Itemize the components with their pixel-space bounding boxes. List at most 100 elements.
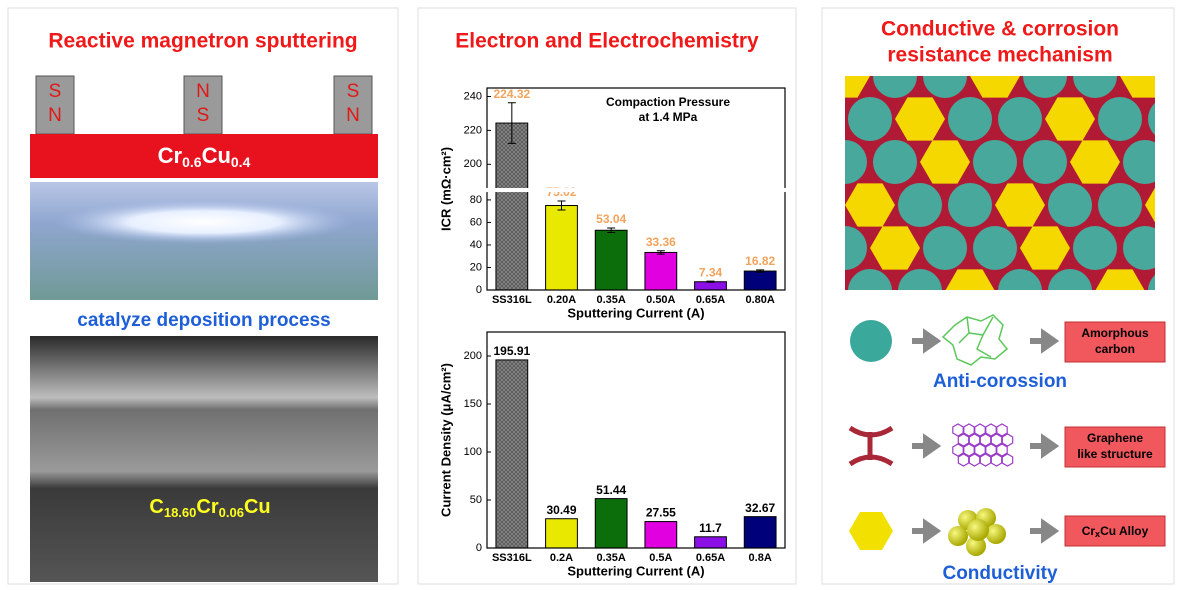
round-grain: [898, 183, 942, 227]
round-grain: [1048, 183, 1092, 227]
round-grain: [998, 97, 1042, 141]
data-label: 195.91: [493, 344, 530, 358]
caption: Conductivity: [942, 563, 1057, 584]
y-tick-label: 0: [476, 542, 482, 554]
bar: [496, 360, 528, 548]
formula-part: Cu: [244, 496, 271, 518]
x-tick-label: 0.5A: [649, 552, 672, 564]
magnet-pole: S: [197, 105, 210, 126]
formula-sub: 0.4: [231, 154, 251, 170]
data-label: 33.36: [646, 235, 676, 249]
round-grain: [1023, 140, 1067, 184]
data-label: 51.44: [596, 483, 626, 497]
y-tick-label: 60: [470, 216, 482, 228]
formula-part: C: [149, 496, 163, 518]
bar: [645, 522, 677, 548]
bar: [595, 230, 627, 290]
y-tick-label: 40: [470, 239, 482, 251]
y-tick-label: 220: [464, 124, 482, 136]
y-tick-label: 80: [470, 194, 482, 206]
x-tick-label: 0.35A: [596, 294, 625, 306]
x-tick-label: 0.35A: [596, 552, 625, 564]
y-tick-label: 240: [464, 90, 482, 102]
data-label: 27.55: [646, 506, 676, 520]
bar: [595, 499, 627, 548]
bar: [546, 206, 578, 290]
x-tick-label: 0.80A: [745, 294, 774, 306]
round-grain: [1098, 97, 1142, 141]
bar: [496, 123, 528, 290]
bar: [744, 517, 776, 548]
formula-part: Cr: [158, 143, 183, 168]
round-grain: [973, 226, 1017, 270]
formula-sub: 18.60: [164, 505, 197, 520]
x-tick-label: 0.20A: [547, 294, 576, 306]
y-tick-label: 200: [464, 350, 482, 362]
data-label: 7.34: [699, 265, 723, 279]
formula-part: Cu: [202, 143, 231, 168]
bar: [546, 519, 578, 548]
result-text: Amorphous: [1081, 326, 1149, 340]
formula-part: Cr: [196, 496, 218, 518]
formula-part: Cr: [1082, 524, 1096, 538]
x-tick-label: SS316L: [492, 294, 532, 306]
data-label: 16.82: [745, 254, 775, 268]
formula-sub: 0.06: [219, 505, 244, 520]
round-grain: [948, 97, 992, 141]
panel-title: Reactive magnetron sputtering: [48, 30, 357, 53]
grain-icon: [850, 320, 892, 362]
panel-title: Electron and Electrochemistry: [455, 30, 759, 53]
x-tick-label: SS316L: [492, 552, 532, 564]
magnet-pole: S: [347, 81, 360, 102]
sem-photo: [30, 336, 378, 582]
data-label: 53.04: [596, 212, 626, 226]
result-text: CrxCu Alloy: [1082, 524, 1149, 539]
graphical-abstract: Reactive magnetron sputtering SNNSSN Cr0…: [0, 0, 1180, 590]
round-grain: [1073, 226, 1117, 270]
bar: [645, 252, 677, 290]
x-tick-label: 0.50A: [646, 294, 675, 306]
round-grain: [873, 140, 917, 184]
y-axis-label: ICR (mΩ·cm²): [438, 147, 453, 231]
bar: [695, 537, 727, 548]
data-label: 224.32: [493, 87, 530, 101]
plasma-glow: [54, 200, 354, 244]
annotation: at 1.4 MPa: [639, 110, 698, 124]
formula-sub: 0.6: [182, 154, 202, 170]
magnet-pole: N: [48, 105, 62, 126]
round-grain: [848, 97, 892, 141]
round-grain: [923, 226, 967, 270]
result-text: like structure: [1077, 447, 1153, 461]
data-label: 32.67: [745, 501, 775, 515]
formula-part: Cu Alloy: [1100, 524, 1149, 538]
x-tick-label: 0.2A: [550, 552, 573, 564]
bar: [744, 271, 776, 290]
caption: catalyze deposition process: [77, 310, 330, 331]
round-grain: [973, 140, 1017, 184]
y-tick-label: 20: [470, 261, 482, 273]
panel-title: resistance mechanism: [887, 44, 1112, 67]
x-tick-label: 0.8A: [749, 552, 772, 564]
annotation: Compaction Pressure: [606, 95, 730, 109]
result-text: Graphene: [1087, 431, 1143, 445]
bar: [695, 282, 727, 290]
y-tick-label: 50: [470, 494, 482, 506]
data-label: 11.7: [699, 521, 722, 535]
data-label: 30.49: [546, 503, 576, 517]
magnet-pole: N: [196, 81, 210, 102]
x-tick-label: 0.65A: [696, 552, 725, 564]
x-tick-label: 0.65A: [696, 294, 725, 306]
y-tick-label: 100: [464, 446, 482, 458]
caption: Anti-corossion: [933, 371, 1067, 392]
x-axis-label: Sputtering Current (A): [567, 563, 704, 578]
magnet-pole: S: [49, 81, 62, 102]
magnet-pole: N: [346, 105, 360, 126]
y-axis-label: Current Density (μA/cm²): [438, 363, 453, 517]
y-tick-label: 0: [476, 284, 482, 296]
round-grain: [948, 183, 992, 227]
y-tick-label: 200: [464, 158, 482, 170]
y-tick-label: 150: [464, 398, 482, 410]
data-label: 75.02: [546, 185, 576, 199]
result-text: carbon: [1095, 342, 1135, 356]
x-axis-label: Sputtering Current (A): [567, 305, 704, 320]
